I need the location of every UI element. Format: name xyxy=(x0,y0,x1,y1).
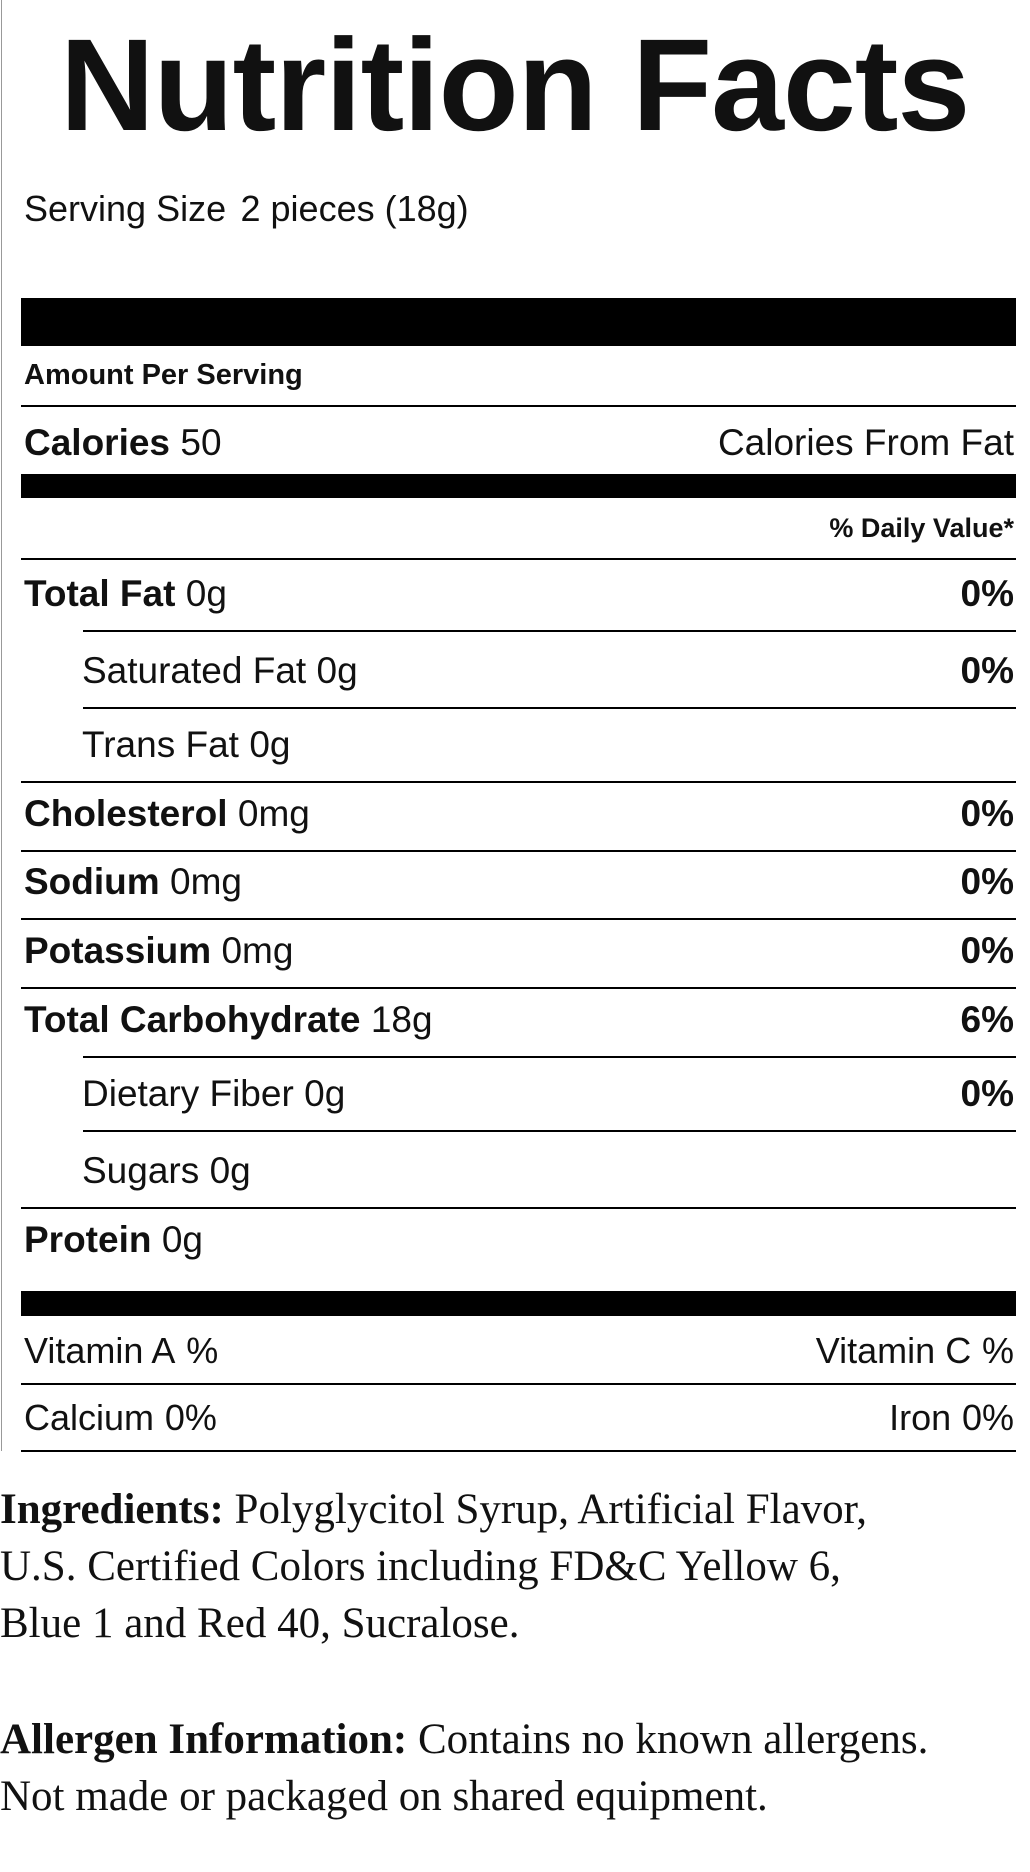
text-part: 0% xyxy=(164,1397,217,1439)
nutrient-row: Dietary Fiber 0g xyxy=(82,1072,345,1116)
daily-value: 0% xyxy=(961,860,1014,904)
text-part: 0% xyxy=(960,572,1014,614)
text-part: Not made or packaged on shared equipment… xyxy=(0,1773,768,1821)
vitamin: Vitamin A% xyxy=(24,1329,218,1372)
text-part: 0g xyxy=(185,572,227,614)
daily-value: 6% xyxy=(961,998,1014,1042)
text-part: Dietary Fiber xyxy=(82,1072,294,1114)
ingredients: Ingredients: Polyglycitol Syrup, Artifici… xyxy=(0,1484,867,1536)
text-part: Vitamin C xyxy=(815,1330,972,1372)
text-part: Sugars xyxy=(82,1149,200,1191)
text-part: 0g xyxy=(209,1149,251,1191)
text-part: 0mg xyxy=(221,929,294,971)
text-part: Sodium xyxy=(24,860,160,902)
rule xyxy=(83,1130,1016,1132)
thick-bar xyxy=(21,474,1016,498)
calories: Calories 50 xyxy=(24,421,222,465)
rule xyxy=(21,405,1016,407)
title: Nutrition Facts xyxy=(60,11,970,158)
text-part: Allergen Information: xyxy=(0,1716,408,1764)
text-part: % Daily Value* xyxy=(829,512,1014,543)
rule xyxy=(83,630,1016,632)
text-part: Blue 1 and Red 40, Sucralose. xyxy=(0,1600,520,1648)
text-part: 0% xyxy=(960,792,1014,834)
text-part: Contains no known allergens. xyxy=(418,1716,929,1764)
text-part: Total Carbohydrate xyxy=(24,998,361,1040)
rule xyxy=(21,1383,1016,1385)
daily-value: 0% xyxy=(961,649,1014,693)
text-part: 0% xyxy=(960,860,1014,902)
text-part: Ingredients: xyxy=(0,1486,224,1534)
text-part: Total Fat xyxy=(24,572,176,614)
nutrient-row: Total Carbohydrate 18g xyxy=(24,998,433,1042)
rule xyxy=(21,558,1016,560)
rule xyxy=(21,1207,1016,1209)
rule xyxy=(21,781,1016,783)
allergen: Allergen Information: Contains no known a… xyxy=(0,1714,928,1766)
nutrient-row: Sugars 0g xyxy=(82,1149,251,1193)
text-part: Polyglycitol Syrup, Artificial Flavor, xyxy=(234,1486,868,1534)
text-part: 6% xyxy=(960,998,1014,1040)
daily-value: 0% xyxy=(961,792,1014,836)
text-part: Protein xyxy=(24,1218,152,1260)
rule xyxy=(21,987,1016,989)
text-part: 0% xyxy=(960,649,1014,691)
text-part: 0% xyxy=(961,1397,1014,1439)
rule xyxy=(21,918,1016,920)
text-part: 0g xyxy=(304,1072,346,1114)
daily-value-header: % Daily Value* xyxy=(829,512,1014,544)
text-part: 18g xyxy=(370,998,433,1040)
text-part: % xyxy=(981,1330,1014,1372)
text-part: Calories From Fat xyxy=(717,421,1014,463)
daily-value: 0% xyxy=(961,929,1014,973)
nutrient-row: Trans Fat 0g xyxy=(82,723,290,767)
text-part: % xyxy=(186,1330,219,1372)
left-border xyxy=(1,0,2,1451)
rule xyxy=(21,1450,1016,1452)
nutrient-row: Saturated Fat 0g xyxy=(82,649,358,693)
vitamin: Vitamin C% xyxy=(816,1329,1014,1372)
text-part: Trans Fat xyxy=(82,723,239,765)
text-part: Potassium xyxy=(24,929,212,971)
nutrient-row: Protein 0g xyxy=(24,1218,203,1262)
text-part: 0% xyxy=(960,929,1014,971)
nutrient-row: Total Fat 0g xyxy=(24,572,227,616)
ingredients: U.S. Certified Colors including FD&C Yel… xyxy=(0,1541,841,1593)
text-part: U.S. Certified Colors including FD&C Yel… xyxy=(0,1543,841,1591)
text-part: 0g xyxy=(161,1218,203,1260)
ingredients: Blue 1 and Red 40, Sucralose. xyxy=(0,1598,520,1650)
serving-size: Serving Size 2 pieces (18g) xyxy=(24,187,469,230)
vitamin: Calcium 0% xyxy=(24,1396,217,1439)
rule xyxy=(83,1056,1016,1058)
nutrient-row: Cholesterol 0mg xyxy=(24,792,310,836)
amount-per-serving: Amount Per Serving xyxy=(24,358,303,393)
calories-from-fat: Calories From Fat xyxy=(718,421,1014,465)
text-part: 0mg xyxy=(170,860,243,902)
allergen: Not made or packaged on shared equipment… xyxy=(0,1771,768,1823)
text-part: Calcium xyxy=(24,1397,155,1439)
text-part: Vitamin A xyxy=(24,1330,176,1372)
daily-value: 0% xyxy=(961,572,1014,616)
thick-bar xyxy=(21,1291,1016,1316)
text-part: Saturated Fat xyxy=(82,649,307,691)
text-part: 0% xyxy=(960,1072,1014,1114)
text-part: 0g xyxy=(316,649,358,691)
rule xyxy=(83,707,1016,709)
nutrient-row: Sodium 0mg xyxy=(24,860,242,904)
text-part: Cholesterol xyxy=(24,792,228,834)
nutrient-row: Potassium 0mg xyxy=(24,929,293,973)
text-part: Amount Per Serving xyxy=(24,358,303,391)
text-part: 2 pieces (18g) xyxy=(240,188,469,230)
text-part: 0g xyxy=(249,723,291,765)
text-part: 0mg xyxy=(237,792,310,834)
vitamin: Iron 0% xyxy=(889,1396,1014,1439)
thick-bar xyxy=(21,298,1016,346)
text-part: Calories xyxy=(24,421,171,463)
text-part: Iron xyxy=(889,1397,952,1439)
rule xyxy=(21,850,1016,852)
daily-value: 0% xyxy=(961,1072,1014,1116)
text-part: 50 xyxy=(180,421,222,463)
text-part: Serving Size xyxy=(24,188,227,230)
